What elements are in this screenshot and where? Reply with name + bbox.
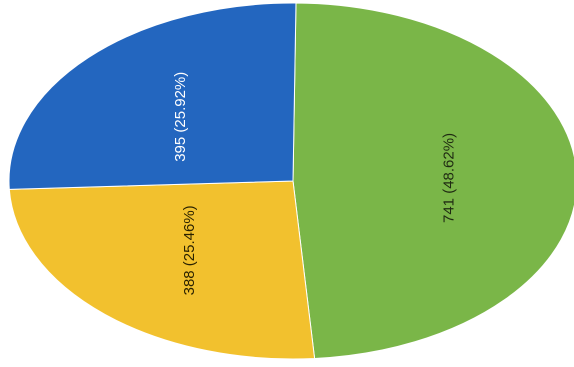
pie-slice-label-388: 388 (25.46%) (181, 205, 198, 295)
pie-slice-741 (292, 2, 574, 360)
pie-slice-395 (8, 2, 297, 190)
pie-slice-388 (8, 180, 316, 360)
pie-slice-label-395: 395 (25.92%) (172, 72, 189, 162)
pie-slice-label-741: 741 (48.62%) (441, 133, 458, 223)
